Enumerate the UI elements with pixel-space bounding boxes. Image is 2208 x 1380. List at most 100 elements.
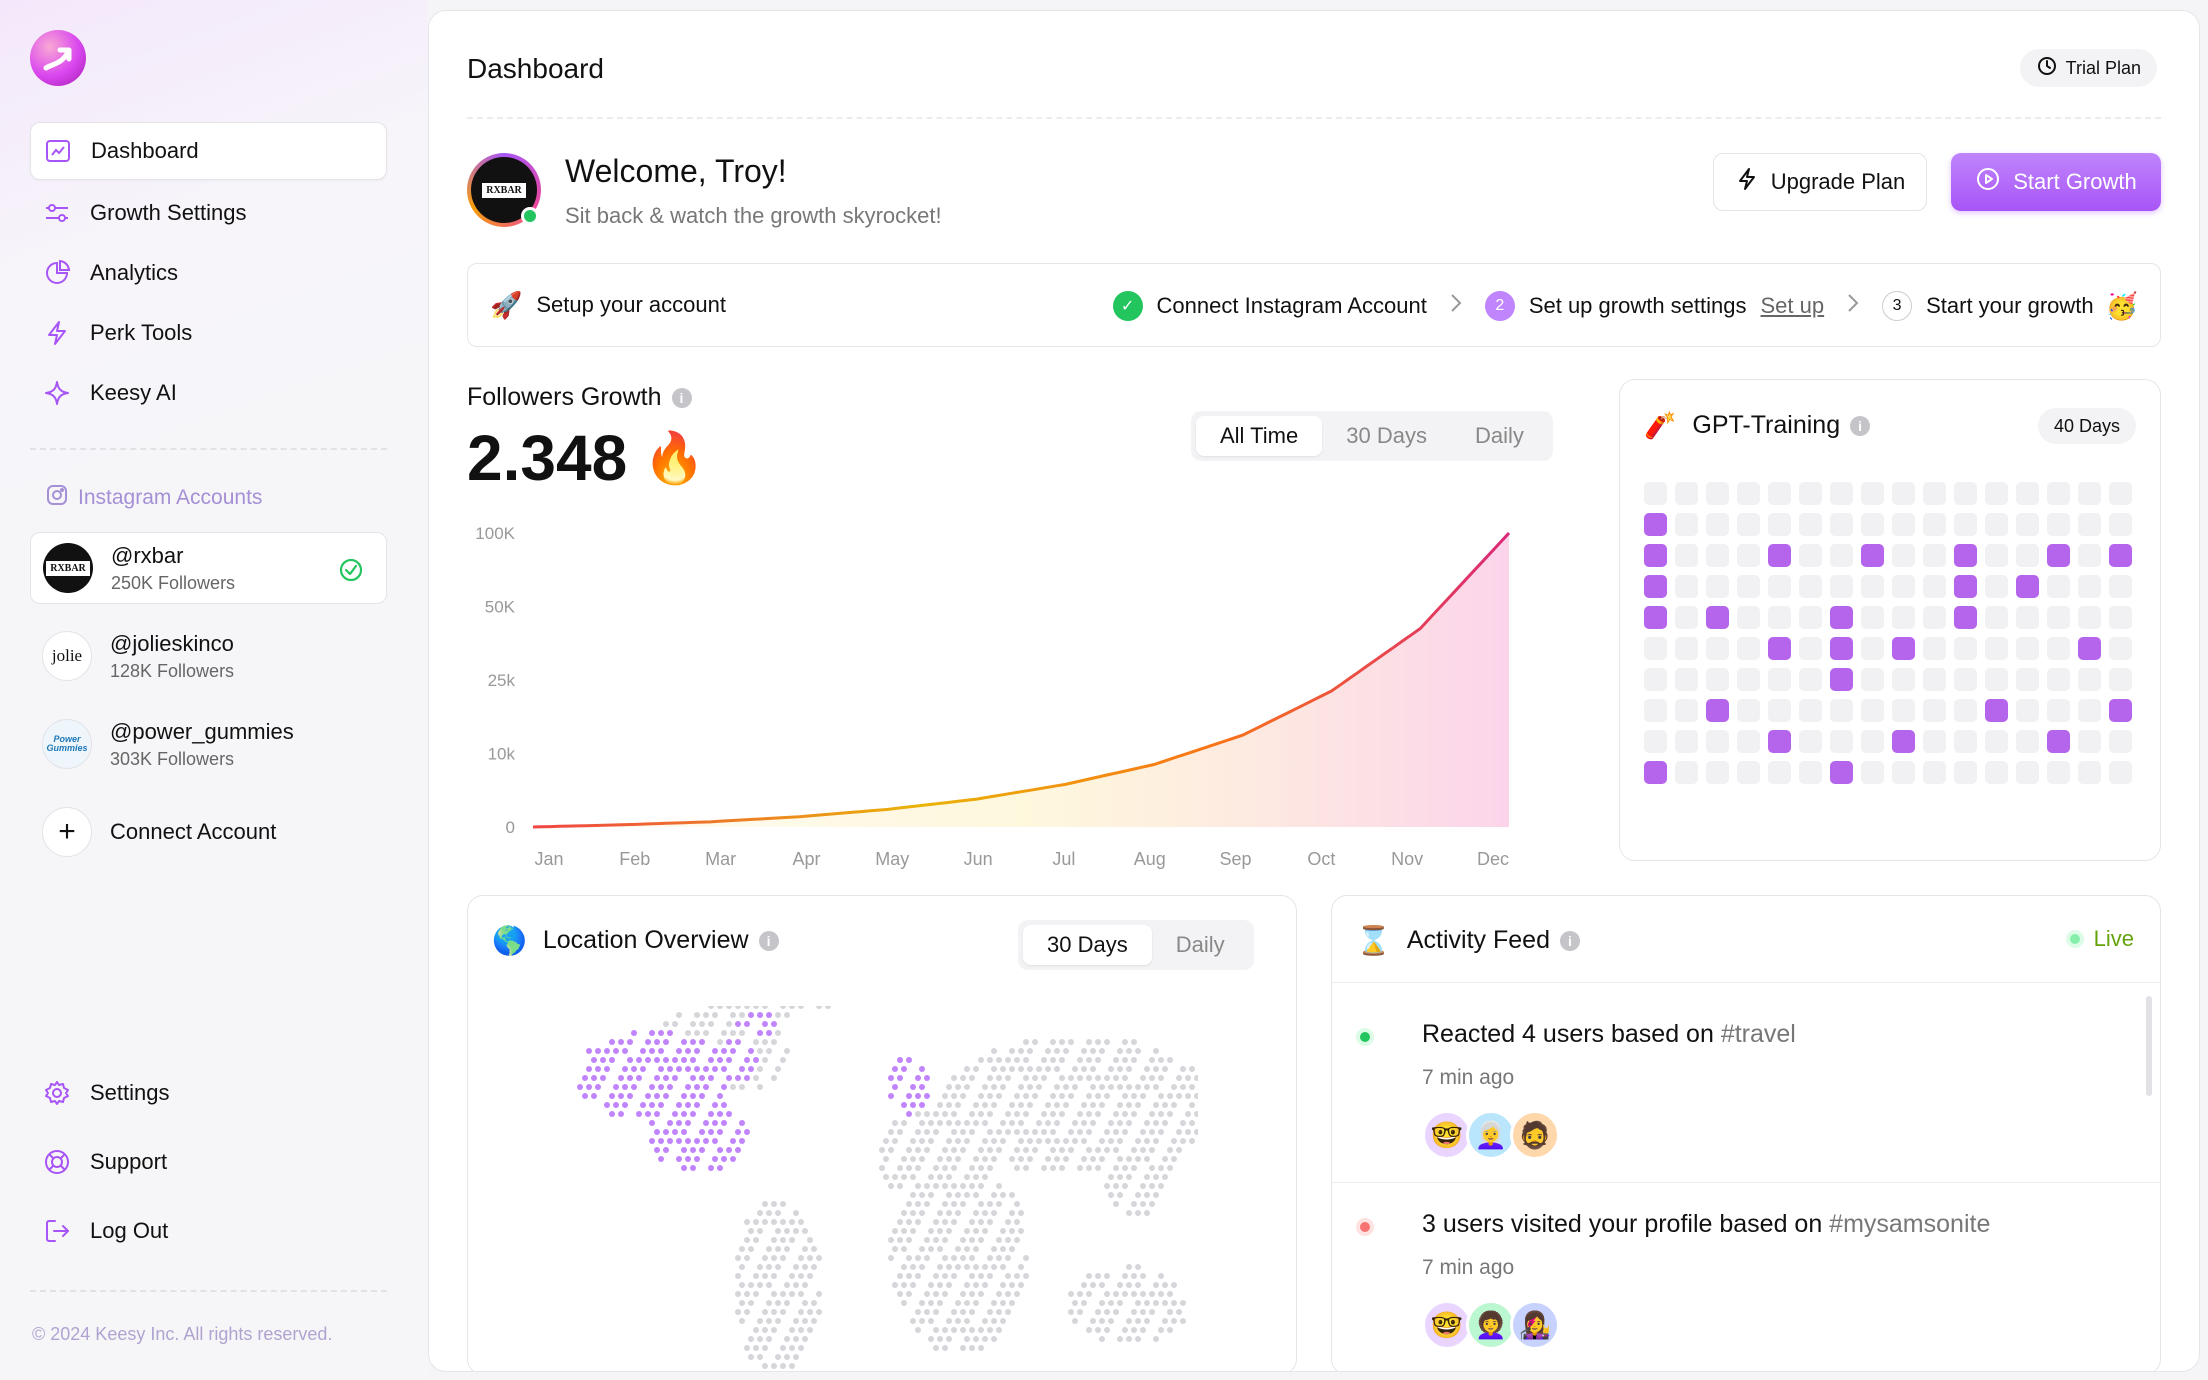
map-dot: [951, 1111, 957, 1117]
map-dot: [784, 1354, 790, 1360]
upgrade-plan-button[interactable]: Upgrade Plan: [1713, 153, 1927, 211]
map-dot: [1108, 1138, 1114, 1144]
start-growth-button[interactable]: Start Growth: [1951, 153, 2161, 211]
map-dot: [1005, 1291, 1011, 1297]
map-dot: [672, 1057, 678, 1063]
info-icon[interactable]: i: [1850, 415, 1871, 436]
tab-daily[interactable]: Daily: [1474, 423, 1524, 448]
map-dot: [1081, 1282, 1087, 1288]
map-dot: [1005, 1129, 1011, 1135]
info-icon[interactable]: i: [671, 387, 692, 408]
map-dot: [793, 1354, 799, 1360]
map-dot: [748, 1228, 754, 1234]
map-dot: [991, 1210, 997, 1216]
map-dot: [1045, 1066, 1051, 1072]
account-item-rxbar[interactable]: RXBAR @rxbar 250K Followers: [30, 532, 387, 604]
hashtag-link[interactable]: #travel: [1720, 1020, 1796, 1048]
step-connect-instagram[interactable]: ✓ Connect Instagram Account: [1112, 291, 1427, 321]
map-dot: [816, 1291, 822, 1297]
map-dot: [946, 1084, 952, 1090]
training-cell: [1861, 606, 1884, 629]
tab-daily[interactable]: Daily: [1175, 932, 1225, 957]
account-handle: @jolieskinco: [110, 630, 234, 656]
step-number: 3: [1882, 291, 1913, 321]
map-dot: [1158, 1183, 1164, 1189]
scrollbar[interactable]: [2146, 996, 2152, 1096]
training-cell-active: [1706, 699, 1729, 722]
map-dot: [1117, 1084, 1123, 1090]
map-dot: [1027, 1102, 1033, 1108]
training-grid: [1644, 482, 2132, 784]
hashtag-link[interactable]: #mysamsonite: [1829, 1210, 1991, 1238]
training-cell-active: [1644, 575, 1667, 598]
map-dot: [906, 1237, 912, 1243]
map-dot: [1194, 1111, 1198, 1117]
fire-icon: 🔥: [643, 429, 706, 486]
map-dot: [766, 1012, 772, 1018]
map-dot: [1081, 1138, 1087, 1144]
map-dot: [1009, 1228, 1015, 1234]
map-dot: [1027, 1138, 1033, 1144]
map-dot: [901, 1120, 907, 1126]
avatar: jolie: [42, 631, 92, 681]
sidebar-item-log-out[interactable]: Log Out: [30, 1202, 387, 1260]
training-cell: [2016, 606, 2039, 629]
map-dot: [676, 1120, 682, 1126]
sidebar-item-dashboard[interactable]: Dashboard: [30, 122, 387, 180]
map-dot: [1135, 1264, 1141, 1270]
info-icon[interactable]: i: [758, 930, 779, 951]
map-dot: [955, 1210, 961, 1216]
map-dot: [744, 1255, 750, 1261]
sidebar-item-settings[interactable]: Settings: [30, 1064, 387, 1122]
map-dot: [744, 1057, 750, 1063]
sidebar-item-growth-settings[interactable]: Growth Settings: [30, 184, 387, 242]
map-dot: [757, 1354, 763, 1360]
map-dot: [744, 1129, 750, 1135]
map-dot: [1180, 1318, 1186, 1324]
map-dot: [1027, 1048, 1033, 1054]
map-dot: [1077, 1291, 1083, 1297]
set-up-link[interactable]: Set up: [1760, 293, 1825, 318]
tab-all-time[interactable]: All Time: [1196, 416, 1323, 456]
map-dot: [681, 1111, 687, 1117]
info-icon[interactable]: i: [1559, 930, 1580, 951]
map-dot: [888, 1183, 894, 1189]
days-badge: 40 Days: [2037, 408, 2136, 444]
map-dot: [609, 1057, 615, 1063]
map-dot: [1050, 1111, 1056, 1117]
location-range-tabs: 30 Days Daily: [1018, 920, 1254, 970]
tab-30-days[interactable]: 30 Days: [1346, 423, 1427, 448]
sidebar-item-support[interactable]: Support: [30, 1133, 387, 1191]
map-dot: [951, 1219, 957, 1225]
map-dot: [1086, 1273, 1092, 1279]
map-dot: [937, 1228, 943, 1234]
tab-30-days[interactable]: 30 Days: [1023, 925, 1152, 965]
map-dot: [919, 1300, 925, 1306]
sidebar-item-perk-tools[interactable]: Perk Tools: [30, 304, 387, 362]
map-dot: [789, 1291, 795, 1297]
map-dot: [906, 1093, 912, 1099]
map-dot: [946, 1120, 952, 1126]
map-dot: [1162, 1300, 1168, 1306]
training-cell: [1737, 513, 1760, 536]
map-dot: [1113, 1183, 1119, 1189]
map-dot: [748, 1246, 754, 1252]
map-dot: [910, 1102, 916, 1108]
arrow-up-right-logo-icon[interactable]: [30, 30, 86, 86]
map-dot: [730, 1084, 736, 1090]
map-dot: [946, 1102, 952, 1108]
connect-account-button[interactable]: + Connect Account: [30, 796, 387, 868]
map-dot: [690, 1075, 696, 1081]
sidebar-item-keesy-ai[interactable]: Keesy AI: [30, 364, 387, 422]
account-item-jolieskinco[interactable]: jolie @jolieskinco 128K Followers: [30, 620, 387, 692]
map-dot: [973, 1300, 979, 1306]
y-tick-label: 100K: [475, 524, 515, 543]
map-dot: [982, 1336, 988, 1342]
map-dot: [991, 1138, 997, 1144]
account-item-power-gummies[interactable]: Power Gummies @power_gummies 303K Follow…: [30, 708, 387, 780]
trial-plan-badge[interactable]: Trial Plan: [2019, 49, 2157, 87]
map-dot: [1140, 1291, 1146, 1297]
map-dot: [775, 1228, 781, 1234]
training-cell: [2016, 637, 2039, 660]
sidebar-item-analytics[interactable]: Analytics: [30, 244, 387, 302]
